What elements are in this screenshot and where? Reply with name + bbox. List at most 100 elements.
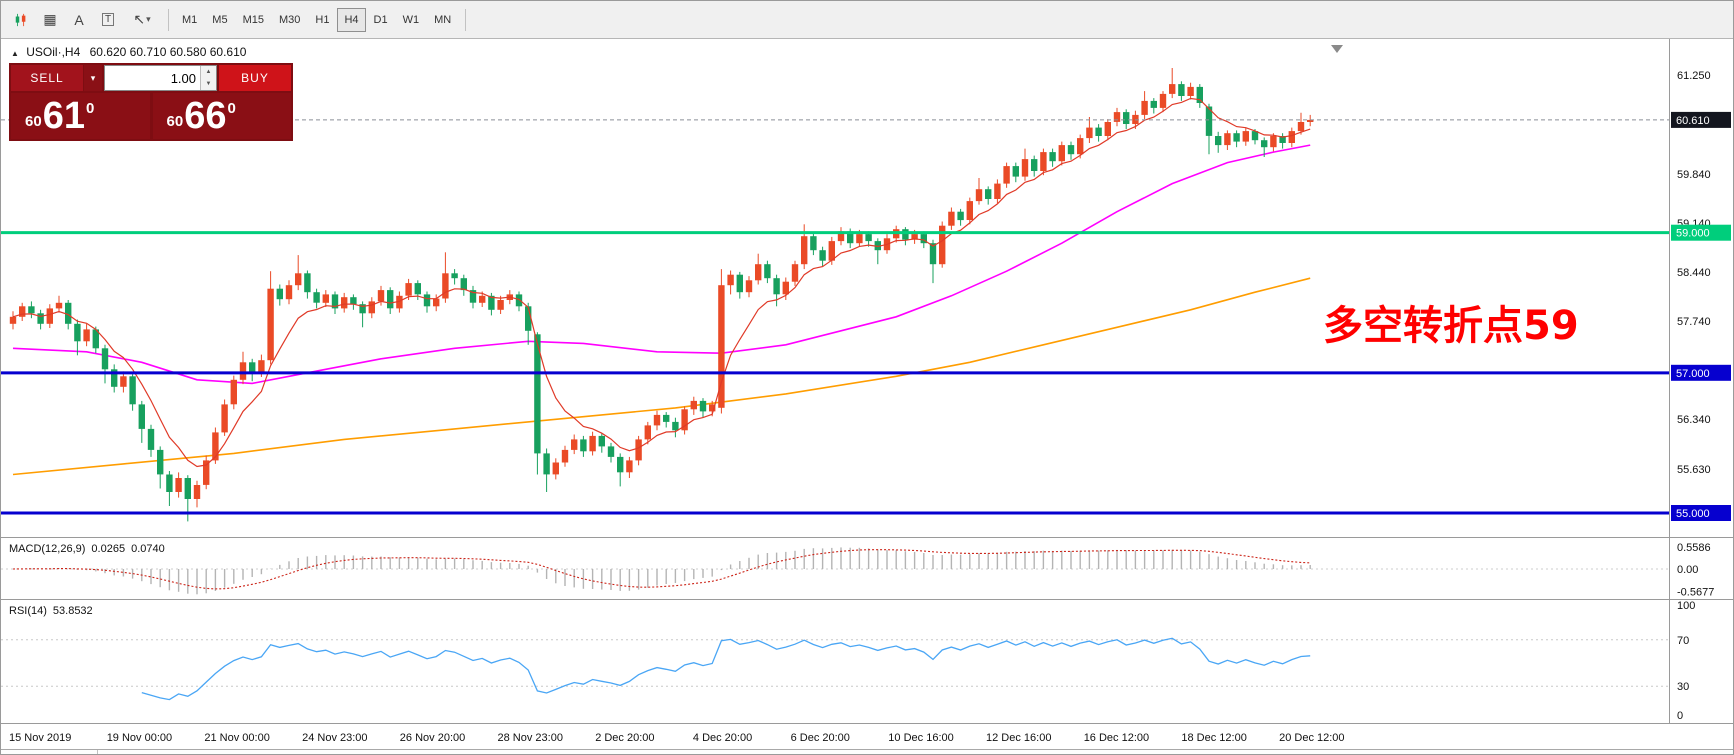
candle-body — [387, 290, 394, 309]
macd-signal-line — [12, 549, 1311, 590]
buy-price-display[interactable]: 60 66 0 — [152, 93, 291, 139]
candle-body — [405, 283, 412, 296]
candle-body — [414, 283, 421, 295]
timeframe-button-m15[interactable]: M15 — [236, 8, 271, 32]
candle-body — [138, 404, 145, 429]
price-badge — [1671, 364, 1731, 381]
candle-body — [313, 292, 320, 303]
text-box-icon[interactable]: T — [94, 7, 122, 33]
candle-body — [847, 231, 854, 244]
candle-body — [1067, 145, 1075, 155]
sell-button[interactable]: SELL — [11, 65, 83, 91]
timeframe-button-w1[interactable]: W1 — [396, 8, 427, 32]
ma-mid-line — [12, 144, 1311, 385]
timeframe-button-m1[interactable]: M1 — [175, 8, 204, 32]
candle-body — [276, 288, 283, 300]
candle-body — [635, 439, 642, 461]
rsi-axis-label: 70 — [1677, 635, 1689, 647]
text-label-glyph: A — [74, 11, 84, 28]
candle-body — [745, 280, 753, 293]
collapse-icon[interactable]: ▲ — [11, 49, 19, 58]
macd-signal-value: 0.0740 — [131, 543, 165, 555]
candle-body — [1077, 138, 1084, 155]
candle-body — [1123, 112, 1130, 124]
price-badge-label: 59.000 — [1676, 228, 1710, 240]
candle-body — [690, 400, 697, 410]
timeframe-button-d1[interactable]: D1 — [367, 8, 395, 32]
candle-body — [1233, 133, 1240, 142]
toolbar-separator — [465, 8, 467, 31]
price-badge — [1671, 111, 1731, 128]
time-axis-label: 26 Nov 20:00 — [400, 732, 465, 744]
candle-body — [681, 409, 688, 431]
timeframe-button-h1[interactable]: H1 — [308, 8, 336, 32]
timeframe-button-m30[interactable]: M30 — [272, 8, 307, 32]
candle-body — [911, 234, 918, 240]
candle-body — [175, 478, 182, 492]
candle-body — [28, 306, 35, 314]
volume-decrease-button[interactable]: ▼ — [201, 78, 216, 90]
candle-body — [267, 288, 274, 361]
candle-body — [212, 432, 219, 461]
one-click-trading-widget: SELL ▾ ▲ ▼ BUY 60 61 0 60 66 0 — [9, 63, 293, 141]
ohlc-values: 60.620 60.710 60.580 60.610 — [89, 45, 247, 59]
time-axis-label: 19 Nov 00:00 — [107, 732, 172, 744]
candle-body — [653, 414, 661, 426]
timeframe-button-m5[interactable]: M5 — [205, 8, 234, 32]
candle-body — [626, 460, 633, 473]
volume-field: ▲ ▼ — [104, 65, 217, 91]
order-type-dropdown[interactable]: ▾ — [84, 65, 102, 91]
macd-axis-label: -0.5677 — [1677, 586, 1714, 598]
time-axis-label: 12 Dec 16:00 — [986, 732, 1051, 744]
rsi-line — [141, 637, 1311, 701]
candle-body — [295, 273, 302, 286]
candle-body — [929, 243, 937, 265]
candle-body — [469, 290, 477, 303]
timeframe-button-mn[interactable]: MN — [427, 8, 458, 32]
candle-body — [249, 362, 256, 373]
macd-pane-label: MACD(12,26,9) 0.0265 0.0740 — [9, 543, 165, 555]
candle-body — [377, 290, 385, 302]
candle-body — [561, 449, 569, 463]
drawing-tools-icon[interactable]: ↖ ▾ — [123, 7, 161, 33]
buy-price-sup: 0 — [227, 99, 236, 117]
candle-body — [1141, 100, 1148, 115]
candle-body — [129, 376, 136, 405]
buy-button[interactable]: BUY — [219, 65, 291, 91]
indicator-window-icon[interactable]: ▦ — [36, 7, 64, 33]
rsi-axis-label: 30 — [1677, 681, 1689, 693]
candle-body — [433, 298, 440, 307]
sell-price-display[interactable]: 60 61 0 — [11, 93, 150, 139]
candle-body — [479, 295, 486, 303]
sell-price-sup: 0 — [85, 99, 95, 117]
candle-body — [350, 297, 357, 305]
candle-body — [727, 274, 734, 286]
volume-stepper: ▲ ▼ — [200, 66, 216, 90]
volume-input[interactable] — [105, 66, 200, 90]
candlestick-chart-icon[interactable] — [7, 7, 35, 33]
candle-body — [644, 425, 651, 440]
toolbar: ▦ A T ↖ ▾ M1 M5 M15 M30 H1 H4 D1 W1 MN — [1, 1, 1733, 39]
candle-body — [359, 304, 366, 314]
candle-body — [874, 241, 881, 251]
price-badge — [1671, 224, 1731, 241]
price-axis-label: 56.340 — [1677, 414, 1711, 426]
timeframe-button-h4[interactable]: H4 — [337, 7, 366, 32]
price-badge-label: 55.000 — [1676, 508, 1710, 520]
candle-body — [589, 435, 596, 452]
text-label-icon[interactable]: A — [65, 7, 93, 33]
candle-body — [672, 421, 679, 431]
candle-body — [497, 300, 504, 310]
time-axis-label: 15 Nov 2019 — [9, 732, 71, 744]
time-axis-label: 20 Dec 12:00 — [1279, 732, 1344, 744]
candle-body — [460, 278, 467, 291]
volume-increase-button[interactable]: ▲ — [201, 66, 216, 78]
candle-body — [543, 453, 550, 475]
candle-body — [111, 369, 118, 387]
candle-body — [1150, 100, 1157, 108]
candle-body — [571, 439, 578, 450]
buy-price-prefix: 60 — [166, 112, 184, 130]
candle-body — [101, 348, 109, 370]
